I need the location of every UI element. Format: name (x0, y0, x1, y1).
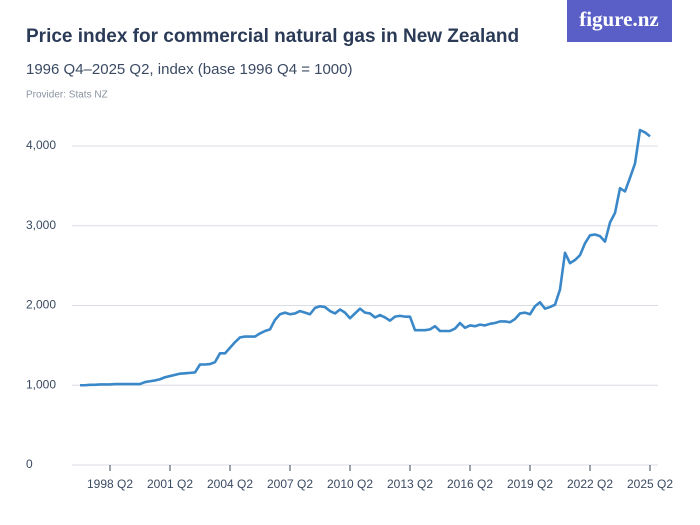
provider: Provider: Stats NZ (26, 90, 108, 101)
x-tick-label: 2010 Q2 (327, 477, 373, 491)
y-tick-label: 2,000 (26, 298, 56, 312)
x-tick-label: 2025 Q2 (627, 477, 673, 491)
x-tick-label: 2007 Q2 (267, 477, 313, 491)
data-line (80, 128, 651, 387)
y-tick-label: 4,000 (26, 138, 56, 152)
x-tick-label: 2016 Q2 (447, 477, 493, 491)
x-tick-label: 2001 Q2 (147, 477, 193, 491)
x-tick-label: 1998 Q2 (87, 477, 133, 491)
x-tick-label: 2004 Q2 (207, 477, 253, 491)
x-tick-label: 2013 Q2 (387, 477, 433, 491)
chart-title: Price index for commercial natural gas i… (26, 26, 519, 47)
chart-subtitle: 1996 Q4–2025 Q2, index (base 1996 Q4 = 1… (26, 61, 353, 78)
brand-logo: figure.nz (579, 7, 659, 31)
x-tick-label: 2019 Q2 (507, 477, 553, 491)
y-tick-label: 3,000 (26, 218, 56, 232)
x-tick-label: 2022 Q2 (567, 477, 613, 491)
y-tick-label: 0 (26, 457, 33, 471)
brand-badge (567, 0, 672, 42)
y-tick-label: 1,000 (26, 377, 56, 391)
